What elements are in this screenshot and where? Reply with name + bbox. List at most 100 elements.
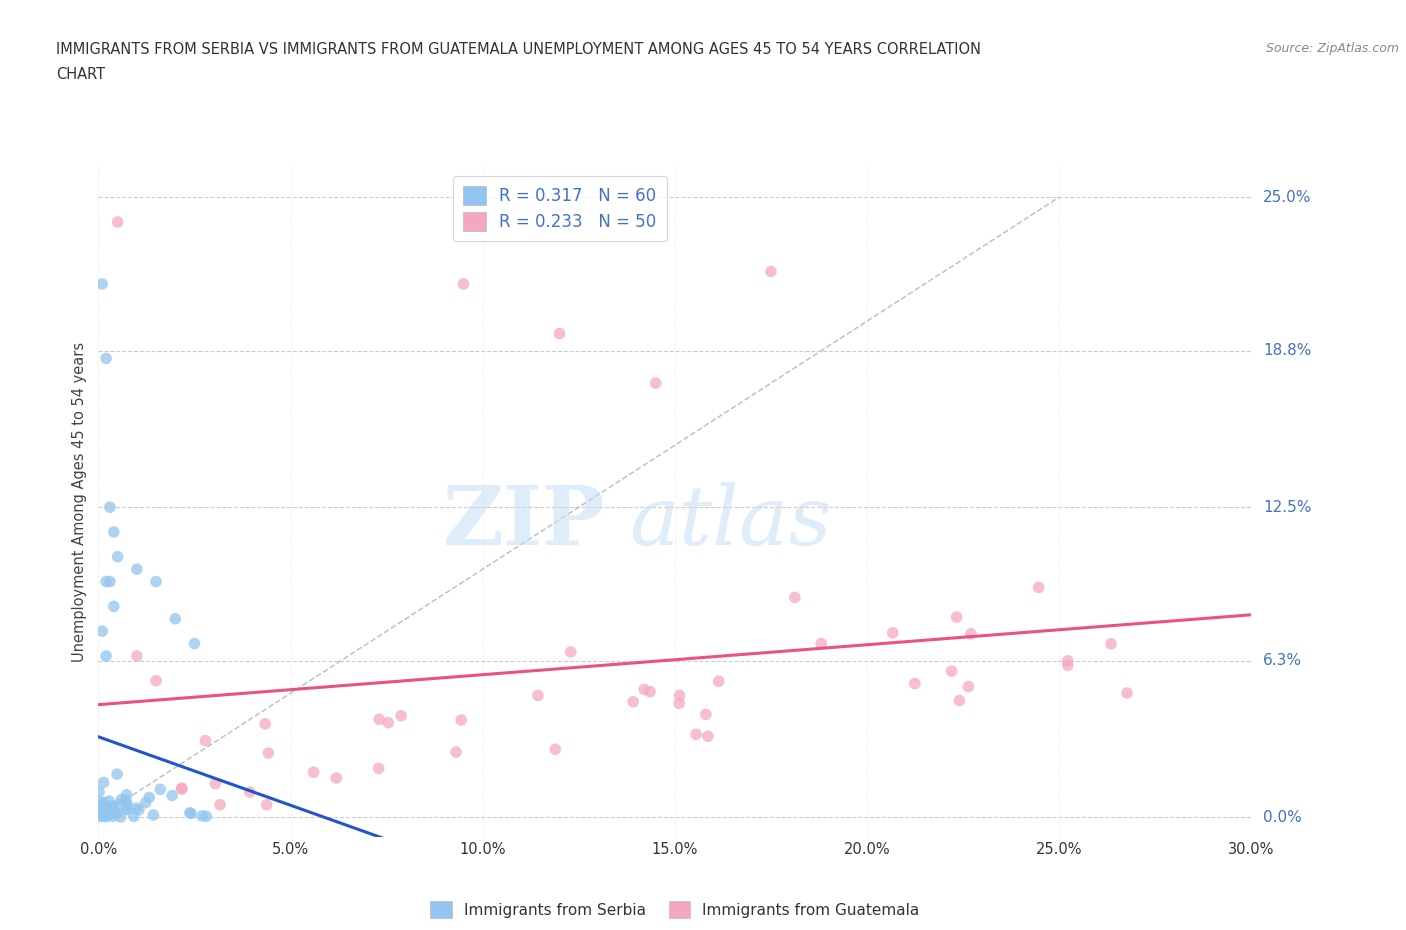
Point	[695, 707, 717, 722]
Point	[108, 797, 131, 812]
Point	[89, 800, 111, 815]
Point	[128, 803, 150, 817]
Point	[117, 802, 139, 817]
Point	[548, 326, 571, 341]
Point	[91, 805, 114, 820]
Point	[125, 801, 148, 816]
Point	[204, 777, 226, 791]
Point	[93, 804, 115, 819]
Point	[302, 764, 325, 779]
Point	[145, 574, 167, 589]
Point	[110, 810, 132, 825]
Point	[103, 599, 125, 614]
Point	[149, 782, 172, 797]
Point	[142, 807, 165, 822]
Point	[633, 682, 655, 697]
Point	[377, 715, 399, 730]
Y-axis label: Unemployment Among Ages 45 to 54 years: Unemployment Among Ages 45 to 54 years	[72, 342, 87, 662]
Point	[179, 805, 201, 820]
Point	[180, 806, 202, 821]
Point	[527, 688, 550, 703]
Text: CHART: CHART	[56, 67, 105, 82]
Point	[87, 784, 110, 799]
Point	[882, 625, 904, 640]
Point	[170, 780, 193, 795]
Point	[165, 611, 187, 626]
Point	[160, 788, 183, 803]
Point	[638, 684, 661, 699]
Point	[1099, 636, 1122, 651]
Point	[91, 276, 114, 291]
Point	[959, 627, 981, 642]
Point	[707, 674, 730, 689]
Point	[94, 648, 117, 663]
Point	[367, 761, 389, 776]
Point	[957, 679, 980, 694]
Point	[941, 664, 963, 679]
Point	[904, 676, 927, 691]
Point	[544, 742, 567, 757]
Text: 18.8%: 18.8%	[1263, 343, 1312, 358]
Point	[110, 792, 132, 807]
Point	[195, 809, 218, 824]
Point	[696, 729, 718, 744]
Point	[191, 808, 214, 823]
Point	[101, 799, 124, 814]
Point	[170, 781, 193, 796]
Point	[1056, 654, 1078, 669]
Point	[389, 709, 412, 724]
Point	[948, 693, 970, 708]
Point	[98, 800, 121, 815]
Point	[685, 727, 707, 742]
Point	[104, 805, 127, 820]
Point	[115, 788, 138, 803]
Text: atlas: atlas	[628, 483, 831, 563]
Point	[107, 215, 129, 230]
Point	[98, 806, 121, 821]
Point	[560, 644, 582, 659]
Point	[450, 712, 472, 727]
Point	[105, 806, 128, 821]
Point	[101, 809, 124, 824]
Point	[93, 807, 115, 822]
Text: IMMIGRANTS FROM SERBIA VS IMMIGRANTS FROM GUATEMALA UNEMPLOYMENT AMONG AGES 45 T: IMMIGRANTS FROM SERBIA VS IMMIGRANTS FRO…	[56, 42, 981, 57]
Point	[1056, 658, 1078, 672]
Point	[621, 695, 644, 710]
Text: 25.0%: 25.0%	[1263, 190, 1312, 205]
Point	[668, 696, 690, 711]
Point	[783, 590, 806, 604]
Text: 12.5%: 12.5%	[1263, 499, 1312, 514]
Point	[239, 785, 262, 800]
Text: 0.0%: 0.0%	[1263, 810, 1302, 825]
Point	[444, 745, 467, 760]
Point	[183, 636, 205, 651]
Point	[122, 809, 145, 824]
Point	[453, 276, 475, 291]
Point	[1116, 685, 1139, 700]
Point	[759, 264, 782, 279]
Point	[94, 809, 117, 824]
Point	[115, 797, 138, 812]
Point	[103, 525, 125, 539]
Point	[668, 688, 690, 703]
Point	[257, 746, 280, 761]
Point	[107, 550, 129, 565]
Point	[89, 798, 111, 813]
Point	[256, 797, 278, 812]
Point	[94, 351, 117, 365]
Point	[98, 806, 121, 821]
Point	[125, 648, 148, 663]
Point	[115, 793, 138, 808]
Point	[145, 673, 167, 688]
Point	[209, 797, 232, 812]
Point	[94, 574, 117, 589]
Text: ZIP: ZIP	[443, 483, 606, 563]
Point	[810, 636, 832, 651]
Point	[93, 805, 115, 820]
Point	[97, 804, 120, 818]
Point	[98, 499, 121, 514]
Text: Source: ZipAtlas.com: Source: ZipAtlas.com	[1265, 42, 1399, 55]
Point	[94, 807, 117, 822]
Point	[89, 809, 111, 824]
Point	[89, 795, 111, 810]
